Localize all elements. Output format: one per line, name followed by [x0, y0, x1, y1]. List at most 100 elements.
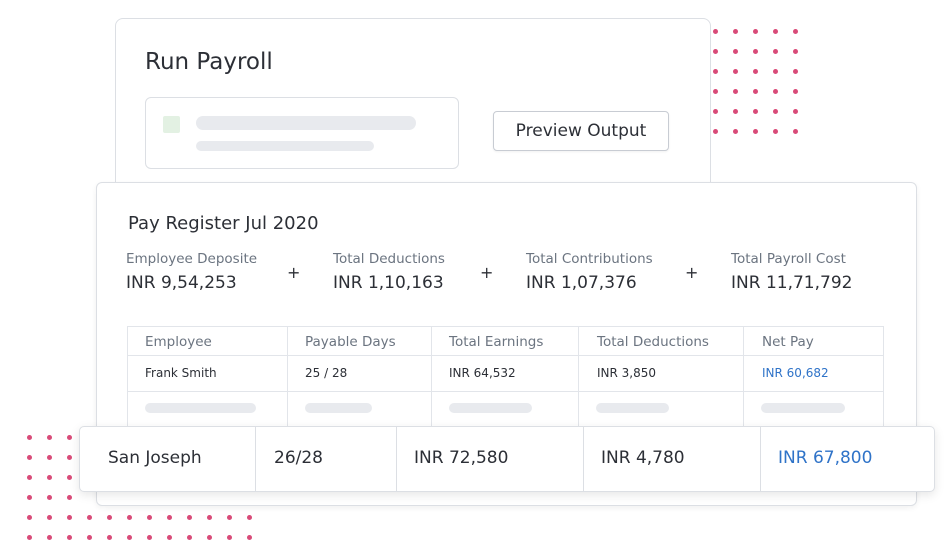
highlighted-table-row[interactable]: San Joseph 26/28 INR 72,580 INR 4,780 IN… — [79, 426, 935, 492]
column-header-total-earnings[interactable]: Total Earnings — [449, 334, 544, 350]
cell-total-earnings: INR 72,580 — [414, 448, 509, 468]
placeholder-line — [196, 116, 416, 130]
decorative-dot — [773, 109, 778, 114]
cell-total-earnings: INR 64,532 — [449, 366, 516, 380]
summary-total-payroll-cost: Total Payroll Cost INR 11,71,792 — [731, 251, 852, 293]
decorative-dot — [773, 129, 778, 134]
decorative-dot — [207, 515, 212, 520]
column-header-payable-days[interactable]: Payable Days — [305, 334, 396, 350]
decorative-dot — [793, 89, 798, 94]
placeholder-cell — [761, 403, 845, 413]
cell-payable-days: 26/28 — [274, 448, 323, 468]
decorative-dot — [793, 29, 798, 34]
decorative-dot — [147, 515, 152, 520]
summary-value: INR 1,10,163 — [333, 273, 444, 293]
column-divider — [743, 327, 744, 427]
decorative-dot — [167, 535, 172, 540]
decorative-dot — [107, 535, 112, 540]
decorative-dot — [47, 535, 52, 540]
cell-payable-days: 25 / 28 — [305, 366, 348, 380]
preview-output-button[interactable]: Preview Output — [493, 111, 669, 151]
column-divider — [760, 427, 761, 491]
decorative-dot — [753, 69, 758, 74]
summary-label: Total Contributions — [526, 251, 653, 267]
column-divider — [255, 427, 256, 491]
decorative-dot — [713, 89, 718, 94]
column-header-total-deductions[interactable]: Total Deductions — [597, 334, 709, 350]
decorative-dot — [27, 515, 32, 520]
column-divider — [583, 427, 584, 491]
cell-net-pay-link[interactable]: INR 67,800 — [778, 448, 873, 468]
decorative-dot — [27, 435, 32, 440]
decorative-dot — [27, 475, 32, 480]
payroll-placeholder-box — [145, 97, 459, 169]
decorative-dot — [187, 515, 192, 520]
decorative-dot — [227, 535, 232, 540]
decorative-dot — [67, 535, 72, 540]
column-header-employee[interactable]: Employee — [145, 334, 212, 350]
decorative-dot — [27, 455, 32, 460]
decorative-dot — [47, 455, 52, 460]
decorative-dot — [753, 49, 758, 54]
decorative-dot — [753, 129, 758, 134]
decorative-dot — [793, 49, 798, 54]
decorative-dot — [733, 129, 738, 134]
summary-total-deductions: Total Deductions INR 1,10,163 — [333, 251, 445, 293]
cell-net-pay-link[interactable]: INR 60,682 — [762, 366, 829, 380]
decorative-dot — [793, 69, 798, 74]
decorative-dot — [773, 69, 778, 74]
placeholder-cell — [145, 403, 256, 413]
cell-employee: Frank Smith — [145, 366, 217, 380]
decorative-dot — [207, 535, 212, 540]
decorative-dot — [753, 29, 758, 34]
decorative-dot — [67, 435, 72, 440]
decorative-dot — [27, 535, 32, 540]
summary-value: INR 11,71,792 — [731, 273, 853, 293]
decorative-dot — [87, 515, 92, 520]
decorative-dot — [127, 535, 132, 540]
decorative-dot — [87, 535, 92, 540]
summary-label: Total Payroll Cost — [731, 251, 846, 267]
column-header-net-pay[interactable]: Net Pay — [762, 334, 814, 350]
decorative-dot — [713, 129, 718, 134]
decorative-dot — [127, 515, 132, 520]
decorative-dot — [713, 109, 718, 114]
placeholder-cell — [305, 403, 372, 413]
summary-label: Employee Deposite — [126, 251, 258, 267]
decorative-dot — [713, 49, 718, 54]
table-header-row: Employee Payable Days Total Earnings Tot… — [128, 327, 883, 356]
decorative-dot — [27, 495, 32, 500]
decorative-dot — [67, 495, 72, 500]
decorative-dot — [733, 29, 738, 34]
decorative-dot — [793, 109, 798, 114]
decorative-dot — [47, 495, 52, 500]
decorative-dot — [167, 515, 172, 520]
summary-total-contributions: Total Contributions INR 1,07,376 — [526, 251, 653, 293]
pay-register-title: Pay Register Jul 2020 — [128, 213, 319, 234]
plus-sign: + — [287, 263, 301, 282]
decorative-dot — [753, 89, 758, 94]
cell-total-deductions: INR 4,780 — [601, 448, 685, 468]
column-divider — [287, 327, 288, 427]
decorative-dot — [47, 435, 52, 440]
table-row[interactable]: Frank Smith 25 / 28 INR 64,532 INR 3,850… — [128, 356, 883, 392]
cell-total-deductions: INR 3,850 — [597, 366, 657, 380]
decorative-dot — [47, 475, 52, 480]
decorative-dot — [773, 89, 778, 94]
placeholder-checkbox — [163, 116, 180, 133]
placeholder-cell — [596, 403, 669, 413]
column-divider — [578, 327, 579, 427]
decorative-dot — [773, 49, 778, 54]
decorative-dot — [187, 535, 192, 540]
decorative-dot — [247, 515, 252, 520]
summary-value: INR 9,54,253 — [126, 273, 237, 293]
pay-register-table: Employee Payable Days Total Earnings Tot… — [127, 326, 884, 427]
decorative-dot — [227, 515, 232, 520]
decorative-dot — [753, 109, 758, 114]
column-divider — [396, 427, 397, 491]
decorative-dot — [47, 515, 52, 520]
decorative-dot — [793, 129, 798, 134]
plus-sign: + — [480, 263, 494, 282]
decorative-dot — [247, 535, 252, 540]
decorative-dot — [713, 69, 718, 74]
